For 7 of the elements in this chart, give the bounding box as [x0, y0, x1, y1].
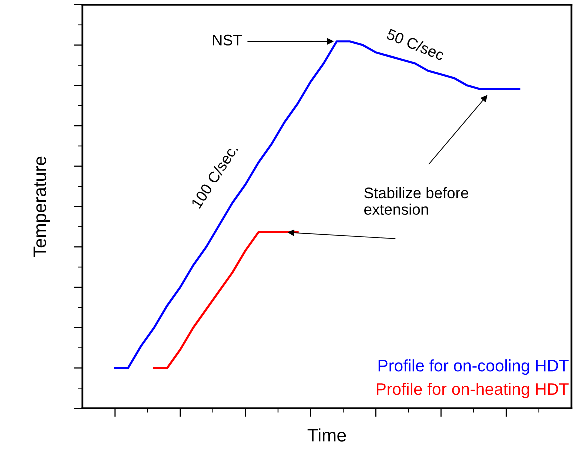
y-axis-title: Temperature [34, 156, 50, 258]
annotation: NST [213, 34, 242, 46]
annotation: Stabilize before extension [364, 187, 468, 216]
text: Profile for on-cooling HDT [378, 360, 569, 376]
x-axis-title: Time [308, 428, 346, 442]
text: Profile for on-heating HDT [377, 382, 569, 398]
annotation: 50 C/sec [386, 28, 446, 61]
